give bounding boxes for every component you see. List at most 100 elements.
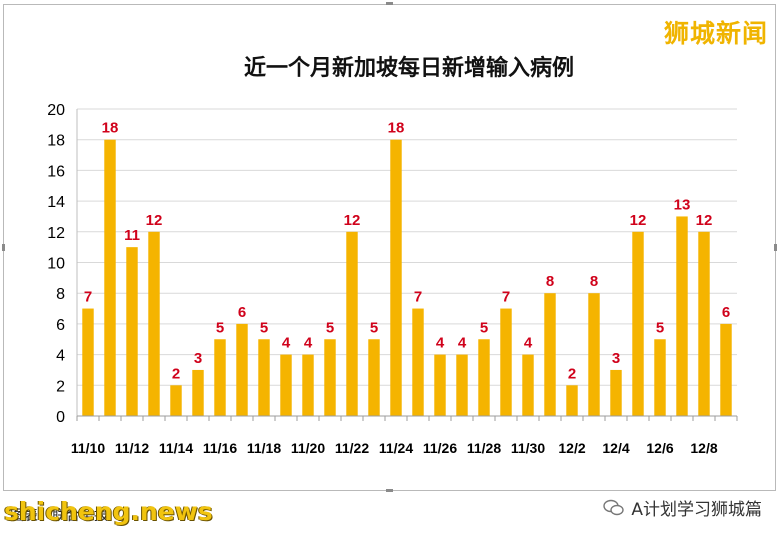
bar bbox=[478, 339, 490, 416]
x-tick-label: 11/28 bbox=[467, 440, 501, 456]
bar bbox=[236, 323, 248, 416]
bar bbox=[566, 385, 578, 416]
bar bbox=[500, 308, 512, 416]
source-caption: 图表：联合早报 bbox=[10, 508, 108, 524]
data-label: 4 bbox=[436, 335, 445, 352]
watermark-site: shicheng.news bbox=[4, 497, 213, 526]
bar bbox=[522, 354, 534, 416]
y-tick-label: 14 bbox=[47, 194, 65, 211]
bar bbox=[126, 247, 138, 416]
data-label: 13 bbox=[674, 196, 691, 213]
bar bbox=[698, 231, 710, 416]
x-tick-label: 12/6 bbox=[646, 440, 673, 456]
data-label: 3 bbox=[194, 350, 202, 367]
data-label: 3 bbox=[612, 350, 620, 367]
y-tick-label: 20 bbox=[47, 102, 65, 119]
data-label: 12 bbox=[630, 212, 647, 229]
chart-frame[interactable]: 近一个月新加坡每日新增输入病例 0 2 4 6 8 10 12 14 16 18 20 7 18 11 1… bbox=[3, 4, 776, 491]
x-tick-label: 11/14 bbox=[159, 440, 193, 456]
bar bbox=[148, 231, 160, 416]
x-tick-label: 12/8 bbox=[690, 440, 717, 456]
gridlines bbox=[77, 108, 737, 417]
bar bbox=[104, 139, 116, 416]
data-label: 8 bbox=[546, 273, 554, 290]
data-label: 6 bbox=[238, 304, 246, 321]
x-tick-label: 11/30 bbox=[511, 440, 545, 456]
account-name: A计划学习狮城篇 bbox=[631, 500, 762, 520]
x-tick-label: 11/10 bbox=[71, 440, 105, 456]
bar bbox=[214, 339, 226, 416]
resize-handle-right[interactable] bbox=[774, 244, 777, 251]
account-brand: A计划学习狮城篇 bbox=[603, 495, 762, 520]
resize-handle-bottom[interactable] bbox=[386, 489, 393, 492]
bar bbox=[412, 308, 424, 416]
data-label: 18 bbox=[388, 120, 405, 137]
bar bbox=[82, 308, 94, 416]
data-label: 5 bbox=[480, 319, 488, 336]
data-label: 12 bbox=[696, 212, 713, 229]
y-tick-label: 10 bbox=[47, 256, 65, 273]
x-tick-label: 12/2 bbox=[558, 440, 585, 456]
wechat-icon bbox=[603, 499, 625, 517]
bars bbox=[82, 139, 732, 416]
bar bbox=[346, 231, 358, 416]
data-label: 7 bbox=[84, 289, 92, 306]
x-tick-label: 11/26 bbox=[423, 440, 457, 456]
y-tick-label: 8 bbox=[56, 286, 65, 303]
bar bbox=[588, 293, 600, 416]
y-tick-label: 16 bbox=[47, 163, 65, 180]
data-label: 5 bbox=[656, 319, 664, 336]
bar bbox=[632, 231, 644, 416]
data-label: 4 bbox=[282, 335, 291, 352]
data-label: 7 bbox=[502, 289, 510, 306]
resize-handle-left[interactable] bbox=[2, 244, 5, 251]
bar bbox=[368, 339, 380, 416]
bar bbox=[610, 369, 622, 416]
watermark-logo: 狮城新闻 bbox=[663, 19, 768, 48]
data-label: 4 bbox=[524, 335, 533, 352]
x-axis: 11/10 11/12 11/14 11/16 11/18 11/20 11/22 11/24… bbox=[71, 415, 738, 456]
x-tick-label: 11/20 bbox=[291, 440, 325, 456]
bar bbox=[456, 354, 468, 416]
bar bbox=[192, 369, 204, 416]
bar bbox=[720, 323, 732, 416]
resize-handle-top[interactable] bbox=[386, 2, 393, 5]
data-label: 5 bbox=[326, 319, 334, 336]
y-tick-label: 12 bbox=[47, 225, 65, 242]
y-tick-label: 18 bbox=[47, 133, 65, 150]
data-label: 5 bbox=[260, 319, 268, 336]
bar bbox=[544, 293, 556, 416]
y-tick-label: 6 bbox=[56, 317, 65, 334]
chart-title: 近一个月新加坡每日新增输入病例 bbox=[244, 55, 574, 81]
x-tick-label: 12/4 bbox=[602, 440, 629, 456]
data-label: 12 bbox=[344, 212, 361, 229]
data-label: 5 bbox=[370, 319, 378, 336]
bar bbox=[170, 385, 182, 416]
bar bbox=[676, 216, 688, 416]
data-label: 7 bbox=[414, 289, 422, 306]
data-label: 8 bbox=[590, 273, 598, 290]
bar bbox=[434, 354, 446, 416]
bar bbox=[390, 139, 402, 416]
x-tick-label: 11/12 bbox=[115, 440, 149, 456]
y-tick-label: 4 bbox=[56, 348, 65, 365]
x-tick-label: 11/16 bbox=[203, 440, 237, 456]
x-tick-label: 11/22 bbox=[335, 440, 369, 456]
data-label: 4 bbox=[304, 335, 313, 352]
data-label: 5 bbox=[216, 319, 224, 336]
bar bbox=[324, 339, 336, 416]
y-axis: 0 2 4 6 8 10 12 14 16 18 20 bbox=[47, 102, 78, 426]
data-label: 4 bbox=[458, 335, 467, 352]
bar-chart: 近一个月新加坡每日新增输入病例 0 2 4 6 8 10 12 14 16 18 20 7 18 11 1… bbox=[47, 55, 738, 456]
data-label: 11 bbox=[124, 227, 140, 244]
bar bbox=[302, 354, 314, 416]
bar bbox=[654, 339, 666, 416]
y-tick-label: 0 bbox=[56, 409, 65, 426]
y-tick-label: 2 bbox=[56, 378, 65, 395]
data-label: 2 bbox=[172, 365, 180, 382]
data-label: 6 bbox=[722, 304, 730, 321]
data-label: 12 bbox=[146, 212, 163, 229]
bar bbox=[280, 354, 292, 416]
x-tick-label: 11/24 bbox=[379, 440, 413, 456]
